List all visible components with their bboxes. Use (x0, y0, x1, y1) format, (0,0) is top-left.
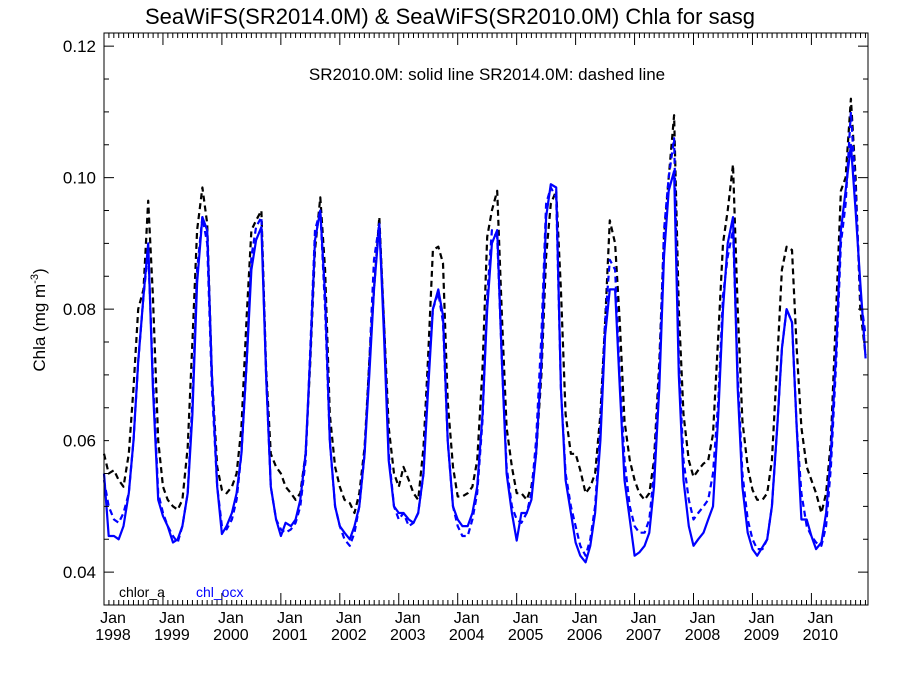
x-tick-label-month: Jan (159, 610, 185, 627)
x-tick-label-year: 1999 (154, 627, 190, 644)
x-tick-label-month: Jan (395, 610, 421, 627)
legend-chlor-a: chlor_a (119, 584, 165, 600)
y-tick-label: 0.10 (63, 169, 96, 188)
x-tick-label-year: 2002 (331, 627, 367, 644)
x-tick-label-month: Jan (454, 610, 480, 627)
x-tick-label-month: Jan (100, 610, 126, 627)
line-style-annotation: SR2010.0M: solid line SR2014.0M: dashed … (309, 65, 665, 84)
x-tick-label-month: Jan (749, 610, 775, 627)
series-line-1 (102, 110, 867, 557)
series-line-0 (102, 97, 867, 515)
x-tick-label-month: Jan (513, 610, 539, 627)
y-axis-label-main: Chla (mg m (30, 284, 49, 372)
x-tick-label-year: 2007 (626, 627, 662, 644)
x-tick-label-year: 2005 (508, 627, 544, 644)
x-tick-label-month: Jan (277, 610, 303, 627)
legend-chl-ocx: chl_ocx (196, 584, 243, 600)
series-layer (102, 97, 867, 564)
x-tick-label-month: Jan (572, 610, 598, 627)
x-tick-label-month: Jan (218, 610, 244, 627)
x-tick-label-month: Jan (336, 610, 362, 627)
x-tick-label-year: 2000 (213, 627, 249, 644)
y-axis-label-close: ) (30, 268, 49, 274)
x-tick-label-year: 2003 (390, 627, 426, 644)
y-tick-label: 0.12 (63, 37, 96, 56)
y-tick-label: 0.06 (63, 432, 96, 451)
x-tick-label-year: 2004 (449, 627, 485, 644)
x-tick-label-year: 2009 (744, 627, 780, 644)
y-tick-label: 0.04 (63, 563, 96, 582)
x-tick-label-year: 2008 (685, 627, 721, 644)
x-axis: Jan1998Jan1999Jan2000Jan2001Jan2002Jan20… (95, 33, 866, 644)
series-line-2 (102, 143, 867, 564)
x-tick-label-month: Jan (690, 610, 716, 627)
y-axis: 0.04 0.06 0.08 0.10 0.12 (63, 37, 868, 606)
y-tick-label: 0.08 (63, 300, 96, 319)
chart-title: SeaWiFS(SR2014.0M) & SeaWiFS(SR2010.0M) … (144, 4, 756, 29)
x-tick-label-year: 2001 (272, 627, 308, 644)
x-tick-label-month: Jan (631, 610, 657, 627)
y-axis-label-sup: -3 (29, 274, 41, 284)
y-axis-label: Chla (mg m-3) (29, 268, 49, 371)
x-tick-label-year: 2010 (803, 627, 839, 644)
x-tick-label-month: Jan (808, 610, 834, 627)
x-tick-label-year: 2006 (567, 627, 603, 644)
x-tick-label-year: 1998 (95, 627, 131, 644)
plot-frame (103, 32, 869, 606)
